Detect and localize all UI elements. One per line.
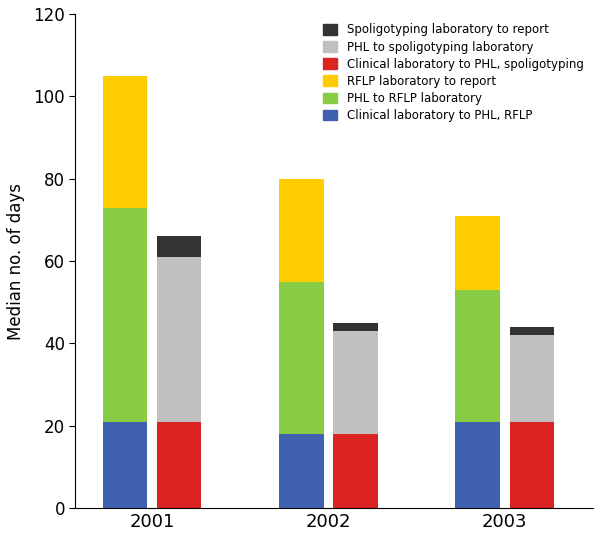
Bar (279, 282, 323, 434)
Legend: Spoligotyping laboratory to report, PHL to spoligotyping laboratory, Clinical la: Spoligotyping laboratory to report, PHL … (320, 20, 587, 125)
Bar (333, 331, 378, 434)
Bar (279, 434, 323, 508)
Bar (157, 422, 202, 508)
Bar (455, 422, 500, 508)
Bar (157, 236, 202, 257)
Bar (333, 323, 378, 331)
Bar (157, 257, 202, 422)
Bar (279, 179, 323, 282)
Bar (455, 216, 500, 290)
Bar (509, 335, 554, 422)
Bar (455, 290, 500, 422)
Bar (509, 422, 554, 508)
Bar (103, 422, 147, 508)
Bar (333, 434, 378, 508)
Bar (103, 76, 147, 208)
Bar (103, 208, 147, 422)
Bar (509, 327, 554, 335)
Y-axis label: Median no. of days: Median no. of days (7, 182, 25, 339)
